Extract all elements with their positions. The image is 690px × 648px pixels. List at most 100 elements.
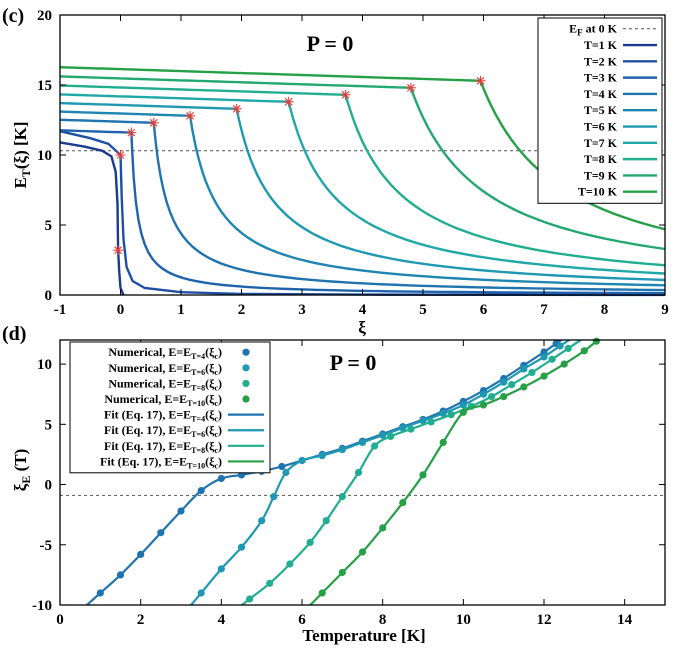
panel-d: (d) P = 0 Temperature [K] ξE (T) 0 2 4 6 8 10…	[2, 323, 666, 645]
panel-d-legend-label-1: Numerical, E=ET=4(ξc)	[108, 345, 222, 361]
panel-c-x-tick-label: 9	[661, 302, 669, 318]
panel-d-data-point	[459, 401, 467, 409]
panel-d-legend-label-4: Numerical, E=ET=10(ξc)	[104, 392, 222, 408]
panel-d-data-point	[379, 524, 387, 532]
panel-d-x-tick-label: 8	[379, 612, 387, 628]
panel-d-legend-label-3: Numerical, E=ET=8(ξc)	[108, 376, 222, 392]
panel-d-data-point	[371, 442, 379, 450]
panel-c-legend-label-9: T=9 K	[584, 168, 618, 182]
panel-c-x-tick-label: 8	[601, 302, 609, 318]
panel-d-data-point	[116, 571, 125, 579]
panel-c-critical-point-9	[405, 82, 416, 93]
panel-c-x-tick-label: 6	[480, 302, 488, 318]
panel-d-data-point	[500, 378, 508, 386]
panel-c-x-tick-label: 3	[298, 302, 306, 318]
panel-c-critical-point-7	[283, 96, 294, 107]
panel-d-data-point	[540, 372, 548, 380]
panel-d-data-point	[479, 390, 488, 398]
panel-d-x-tick-label: 10	[456, 612, 471, 628]
panel-d-data-point	[427, 418, 435, 426]
panel-c-series-7	[59, 93, 666, 275]
panel-d-y-tick-label: 0	[45, 478, 53, 494]
panel-c-y-axis-title: ET(ξ) [K]	[11, 121, 33, 188]
panel-c-series-6	[59, 101, 666, 282]
panel-c-annotation: P = 0	[307, 31, 354, 56]
panel-d-data-point	[246, 595, 254, 603]
panel-d-data-point	[399, 499, 407, 507]
panel-d-fit-line-2	[189, 340, 572, 605]
panel-c-y-tick-label: 10	[37, 148, 52, 164]
panel-d-data-point	[540, 353, 548, 361]
panel-d-legend-point-swatch-2	[242, 364, 250, 372]
panel-c-critical-point-8	[340, 89, 351, 100]
panel-d-data-point	[358, 438, 367, 446]
panel-d-data-point	[439, 409, 447, 418]
panel-d-data-point	[354, 468, 363, 477]
panel-d-legend-point-swatch-3	[242, 379, 250, 388]
panel-c-legend-label-6: T=6 K	[584, 120, 618, 134]
panel-d-x-tick-label: 12	[537, 612, 552, 628]
panel-c-y-tick-label: 0	[45, 288, 53, 304]
panel-c-legend-label-10: T=10 K	[578, 185, 618, 199]
panel-d-data-point	[197, 487, 205, 495]
panel-d-data-point	[488, 393, 496, 401]
panel-d-data-point	[520, 365, 528, 373]
panel-c-legend-label-2: T=2 K	[584, 54, 618, 68]
panel-d-data-point	[548, 355, 556, 363]
panel-d-data-point	[217, 565, 225, 573]
panel-d-data-point	[508, 381, 516, 389]
panel-d-data-point	[592, 337, 601, 345]
panel-d-x-tick-label: 2	[137, 612, 145, 628]
panel-d-x-tick-label: 6	[298, 612, 306, 628]
panel-d-legend-point-swatch-1	[242, 348, 250, 356]
panel-d-data-point	[237, 543, 246, 551]
panel-d-data-point	[459, 408, 467, 416]
panel-d-x-tick-label: 0	[56, 612, 64, 628]
panel-c-critical-point-10	[475, 75, 486, 86]
panel-c-critical-point-1	[113, 245, 124, 256]
panel-d-data-point	[217, 474, 225, 483]
panel-d-data-point	[318, 452, 326, 460]
panel-d-data-point	[560, 360, 568, 368]
panel-d-data-point	[338, 493, 346, 501]
panel-d-data-point	[338, 446, 346, 454]
panel-c-legend-label-5: T=5 K	[584, 103, 618, 117]
panel-c-series-8	[59, 84, 666, 267]
panel-c-legend-fermi-label: EF at 0 K	[569, 22, 618, 38]
panel-c-legend-label-4: T=4 K	[584, 87, 618, 101]
panel-d-x-axis-title: Temperature [K]	[302, 626, 425, 645]
panel-c-legend-label-8: T=8 K	[584, 152, 618, 166]
panel-d-y-tick-label: 5	[45, 417, 53, 433]
panel-d-y-tick-label: -5	[40, 538, 53, 554]
panel-d-data-point	[258, 517, 266, 525]
panel-d-data-point	[266, 579, 274, 587]
panel-d-data-point	[439, 438, 447, 446]
panel-d-legend-label-6: Fit (Eq. 17), E=ET=6(ξc)	[104, 423, 222, 439]
panel-d-data-point	[298, 456, 306, 465]
panel-c-x-tick-label: 2	[238, 302, 246, 318]
panel-d-data-point	[399, 424, 407, 432]
panel-c-y-tick-label: 15	[37, 78, 52, 94]
panel-d-data-point	[270, 493, 278, 501]
panel-d-data-point	[556, 342, 564, 350]
panel-c: (c) P = 0 ξ ET(ξ) [K] -1 0 1 2 3 4 5 6 7 8 9051015…	[2, 5, 669, 337]
panel-c-x-tick-label: 4	[359, 302, 367, 318]
panel-d-data-point	[282, 468, 290, 477]
panel-d-legend-label-5: Fit (Eq. 17), E=ET=4(ξc)	[104, 408, 222, 424]
panel-d-data-point	[177, 507, 185, 515]
panel-c-y-tick-label: 20	[37, 8, 52, 24]
panel-d-data-point	[580, 347, 588, 355]
panel-d-legend: Numerical, E=ET=4(ξc)Numerical, E=ET=6(ξ…	[69, 341, 271, 474]
panel-d-y-tick-label: -10	[32, 598, 52, 614]
panel-c-x-tick-label: 1	[177, 302, 185, 318]
panel-c-critical-point-5	[185, 110, 196, 121]
panel-d-data-point	[197, 589, 205, 597]
panel-d-legend-label-8: Fit (Eq. 17), E=ET=10(ξc)	[100, 454, 222, 470]
panel-d-data-point	[447, 411, 455, 419]
panel-d-data-point	[564, 344, 572, 352]
svg-text:ET(ξ) [K]: ET(ξ) [K]	[11, 121, 33, 188]
panel-d-x-tick-label: 14	[617, 612, 633, 628]
panel-c-series-4	[59, 118, 666, 292]
panel-c-legend-label-1: T=1 K	[584, 38, 618, 52]
